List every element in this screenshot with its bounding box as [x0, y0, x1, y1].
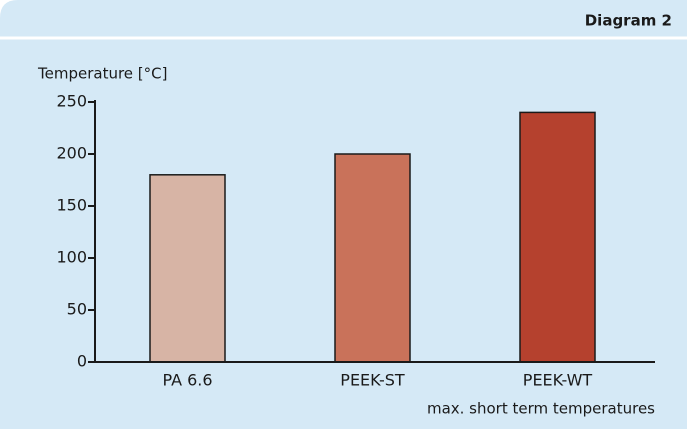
- chart-title: Diagram 2: [585, 12, 672, 30]
- y-tick-label: 250: [56, 92, 87, 111]
- bar: [149, 174, 226, 363]
- x-tick-label: PEEK-ST: [340, 371, 405, 390]
- bar: [519, 111, 596, 363]
- x-tick-label: PEEK-WT: [523, 371, 593, 390]
- x-tick-label: PA 6.6: [162, 371, 212, 390]
- y-tick-label: 50: [67, 300, 87, 319]
- x-axis-label: max. short term temperatures: [427, 400, 655, 418]
- y-tick-label: 100: [56, 248, 87, 267]
- y-tick-label: 0: [77, 352, 87, 371]
- y-tick-label: 150: [56, 196, 87, 215]
- bar: [334, 153, 411, 363]
- y-axis-label: Temperature [°C]: [37, 65, 167, 83]
- y-tick-label: 200: [56, 144, 87, 163]
